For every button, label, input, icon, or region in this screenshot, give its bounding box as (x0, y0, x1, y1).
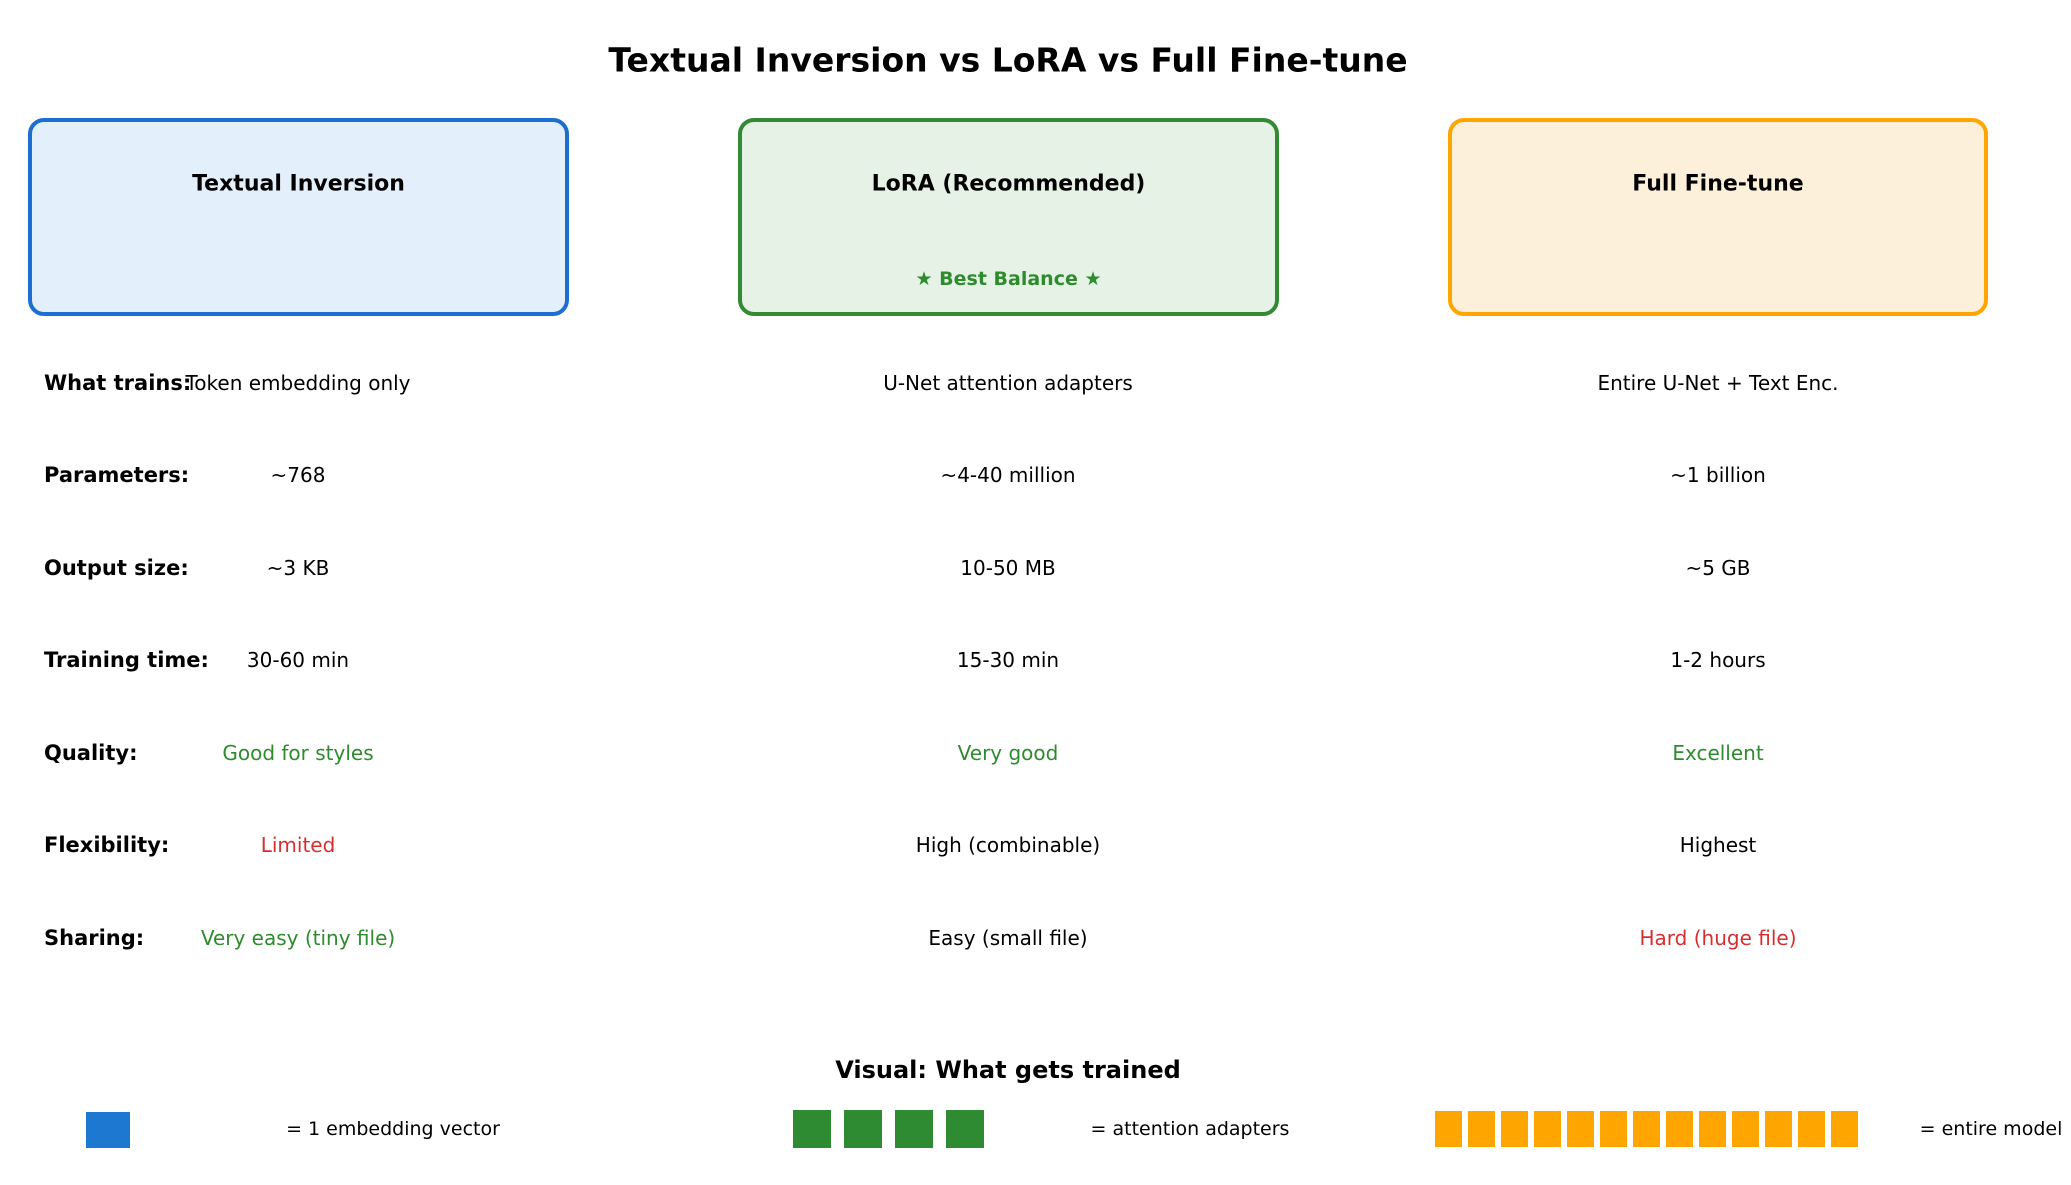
legend-swatch (86, 1112, 130, 1148)
cell-output-size-ft: ~5 GB (1685, 556, 1751, 580)
row-label-parameters: Parameters: (44, 463, 190, 487)
cell-parameters-ti: ~768 (270, 463, 326, 487)
visual-section-heading: Visual: What gets trained (835, 1056, 1181, 1084)
legend-swatch (1732, 1111, 1759, 1147)
lora-box: LoRA (Recommended) ★ Best Balance ★ (738, 118, 1279, 316)
legend-swatch (1765, 1111, 1792, 1147)
legend-swatch (793, 1110, 831, 1148)
row-label-sharing: Sharing: (44, 926, 145, 950)
full-finetune-box-title: Full Fine-tune (1632, 171, 1804, 197)
cell-sharing-ti: Very easy (tiny file) (200, 926, 396, 950)
best-balance-badge: ★ Best Balance ★ (915, 268, 1102, 290)
cell-what-trains-ft: Entire U-Net + Text Enc. (1597, 371, 1839, 395)
attention-adapters-legend-label: = attention adapters (1090, 1118, 1290, 1140)
cell-parameters-ft: ~1 billion (1670, 463, 1766, 487)
cell-parameters-lora: ~4-40 million (940, 463, 1076, 487)
legend-swatch (1567, 1111, 1594, 1147)
legend-swatch (946, 1110, 984, 1148)
embedding-vector-swatches (86, 1112, 130, 1148)
legend-swatch (1831, 1111, 1858, 1147)
full-finetune-box: Full Fine-tune (1448, 118, 1988, 316)
textual-inversion-box-title: Textual Inversion (192, 171, 405, 197)
attention-adapters-swatches (793, 1110, 984, 1148)
cell-sharing-ft: Hard (huge file) (1639, 926, 1797, 950)
cell-what-trains-lora: U-Net attention adapters (883, 371, 1133, 395)
lora-box-title: LoRA (Recommended) (871, 171, 1146, 197)
legend-swatch (1699, 1111, 1726, 1147)
cell-quality-lora: Very good (957, 741, 1059, 765)
legend-swatch (844, 1110, 882, 1148)
legend-swatch (1435, 1111, 1462, 1147)
cell-flexibility-ti: Limited (260, 833, 336, 857)
cell-training-time-lora: 15-30 min (956, 648, 1060, 672)
row-label-quality: Quality: (44, 741, 138, 765)
legend-swatch (1600, 1111, 1627, 1147)
legend-swatch (895, 1110, 933, 1148)
cell-output-size-ti: ~3 KB (266, 556, 330, 580)
legend-swatch (1534, 1111, 1561, 1147)
cell-quality-ti: Good for styles (222, 741, 374, 765)
row-label-training-time: Training time: (44, 648, 209, 672)
cell-output-size-lora: 10-50 MB (960, 556, 1056, 580)
embedding-vector-legend-label: = 1 embedding vector (286, 1118, 500, 1140)
row-label-flexibility: Flexibility: (44, 833, 170, 857)
legend-swatch (1501, 1111, 1528, 1147)
cell-flexibility-lora: High (combinable) (915, 833, 1101, 857)
legend-swatch (1666, 1111, 1693, 1147)
entire-model-swatches (1435, 1111, 1858, 1147)
cell-sharing-lora: Easy (small file) (928, 926, 1088, 950)
page-title: Textual Inversion vs LoRA vs Full Fine-t… (608, 40, 1408, 80)
cell-what-trains-ti: Token embedding only (185, 371, 411, 395)
entire-model-legend-label: = entire model (1919, 1118, 2063, 1140)
cell-flexibility-ft: Highest (1679, 833, 1757, 857)
textual-inversion-box: Textual Inversion (28, 118, 569, 316)
cell-training-time-ft: 1-2 hours (1670, 648, 1766, 672)
cell-training-time-ti: 30-60 min (246, 648, 350, 672)
legend-swatch (1798, 1111, 1825, 1147)
legend-swatch (1468, 1111, 1495, 1147)
cell-quality-ft: Excellent (1672, 741, 1764, 765)
legend-swatch (1633, 1111, 1660, 1147)
row-label-output-size: Output size: (44, 556, 189, 580)
row-label-what-trains: What trains: (44, 371, 192, 395)
